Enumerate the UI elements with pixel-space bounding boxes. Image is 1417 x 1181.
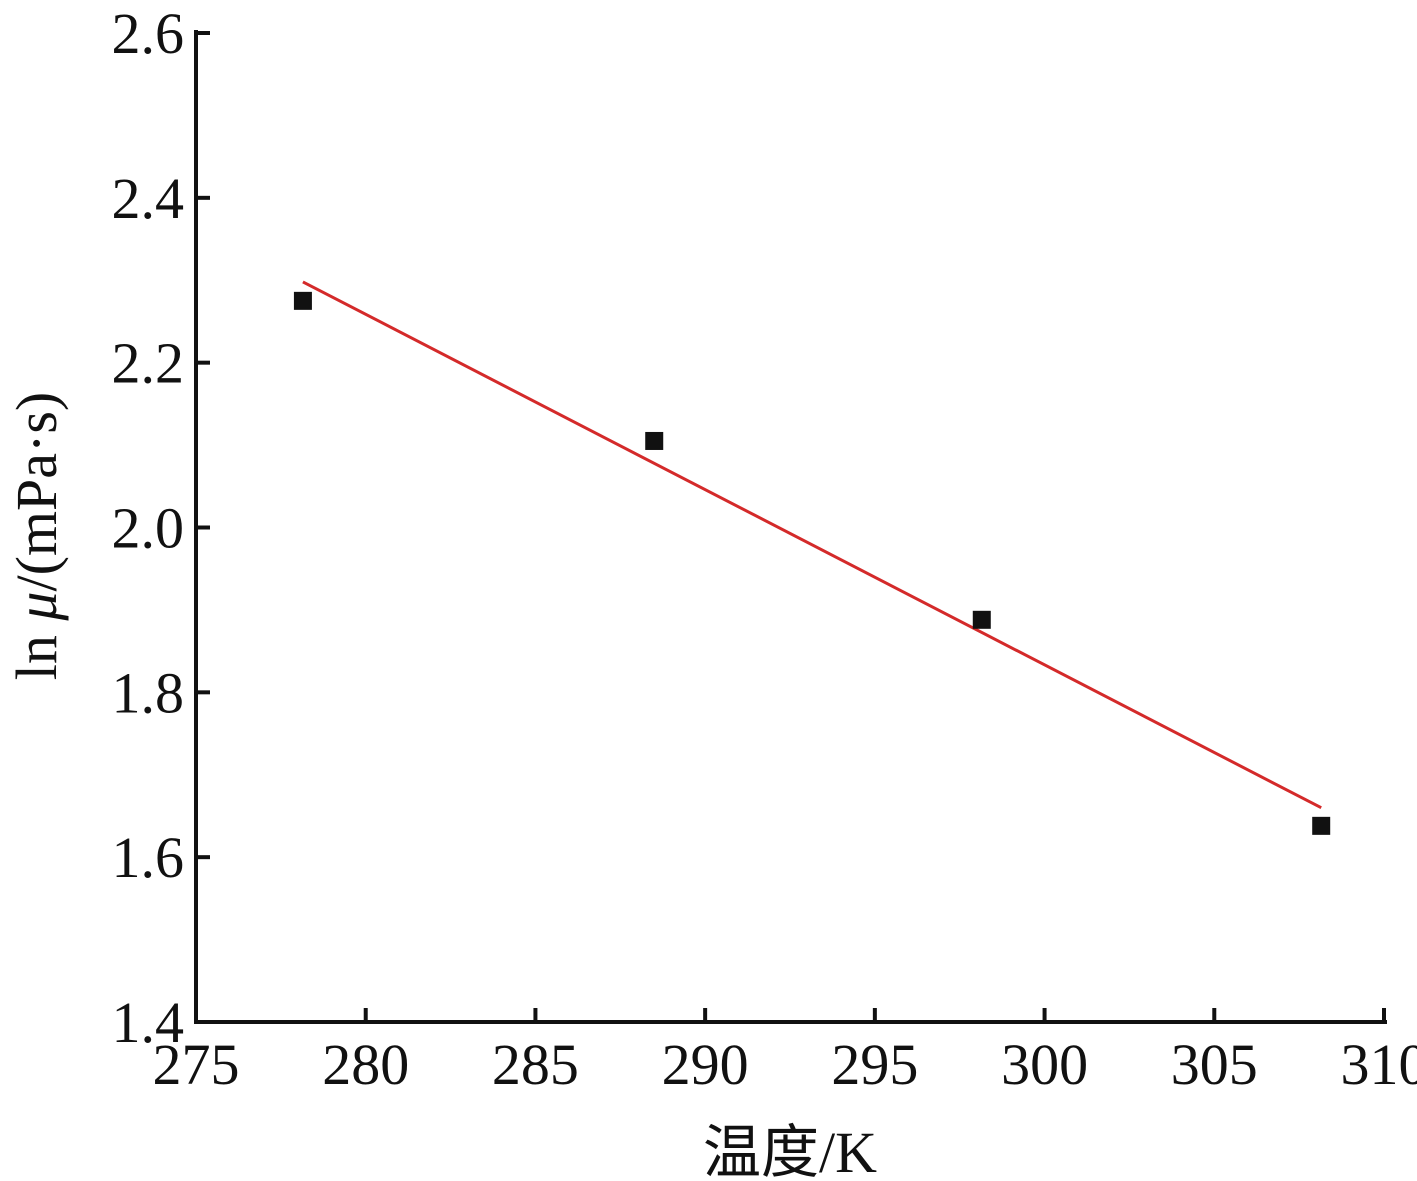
y-tick-label: 2.6: [112, 1, 185, 66]
data-points: [293, 291, 1331, 835]
y-tick-label: 2.4: [112, 166, 185, 231]
y-tick-label: 2.2: [112, 331, 185, 396]
y-axis-title-prefix: ln: [4, 621, 69, 681]
x-tick-label: 295: [831, 1032, 918, 1097]
data-point: [645, 431, 664, 450]
x-tick-label: 275: [153, 1032, 240, 1097]
data-point: [1312, 816, 1331, 835]
x-tick-label: 305: [1171, 1032, 1258, 1097]
y-axis-title-symbol: μ: [4, 592, 69, 622]
y-tick-label: 1.6: [112, 825, 185, 890]
fit-line: [302, 280, 1322, 810]
y-axis-title: ln μ/(mPa·s): [4, 392, 69, 681]
data-point: [972, 610, 991, 629]
plot-area: 1.4 1.6 1.8 2.0 2.2 2.4 2.6 275 280 285 290 295 300…: [112, 1, 1417, 1097]
x-tick-label: 280: [322, 1032, 409, 1097]
x-tick-label: 290: [662, 1032, 749, 1097]
data-point: [293, 291, 312, 310]
y-axis-title-suffix: /(mPa·s): [4, 392, 69, 592]
x-tick-label: 285: [492, 1032, 579, 1097]
x-ticks: 275 280 285 290 295 300 305 310: [153, 1008, 1417, 1097]
y-tick-label: 1.4: [112, 990, 185, 1055]
y-ticks: 1.4 1.6 1.8 2.0 2.2 2.4 2.6: [112, 1, 210, 1055]
y-tick-label: 1.8: [112, 660, 185, 725]
x-tick-label: 300: [1001, 1032, 1088, 1097]
y-tick-label: 2.0: [112, 496, 185, 561]
x-axis-title: 温度/K: [703, 1120, 877, 1181]
x-tick-label: 310: [1341, 1032, 1417, 1097]
